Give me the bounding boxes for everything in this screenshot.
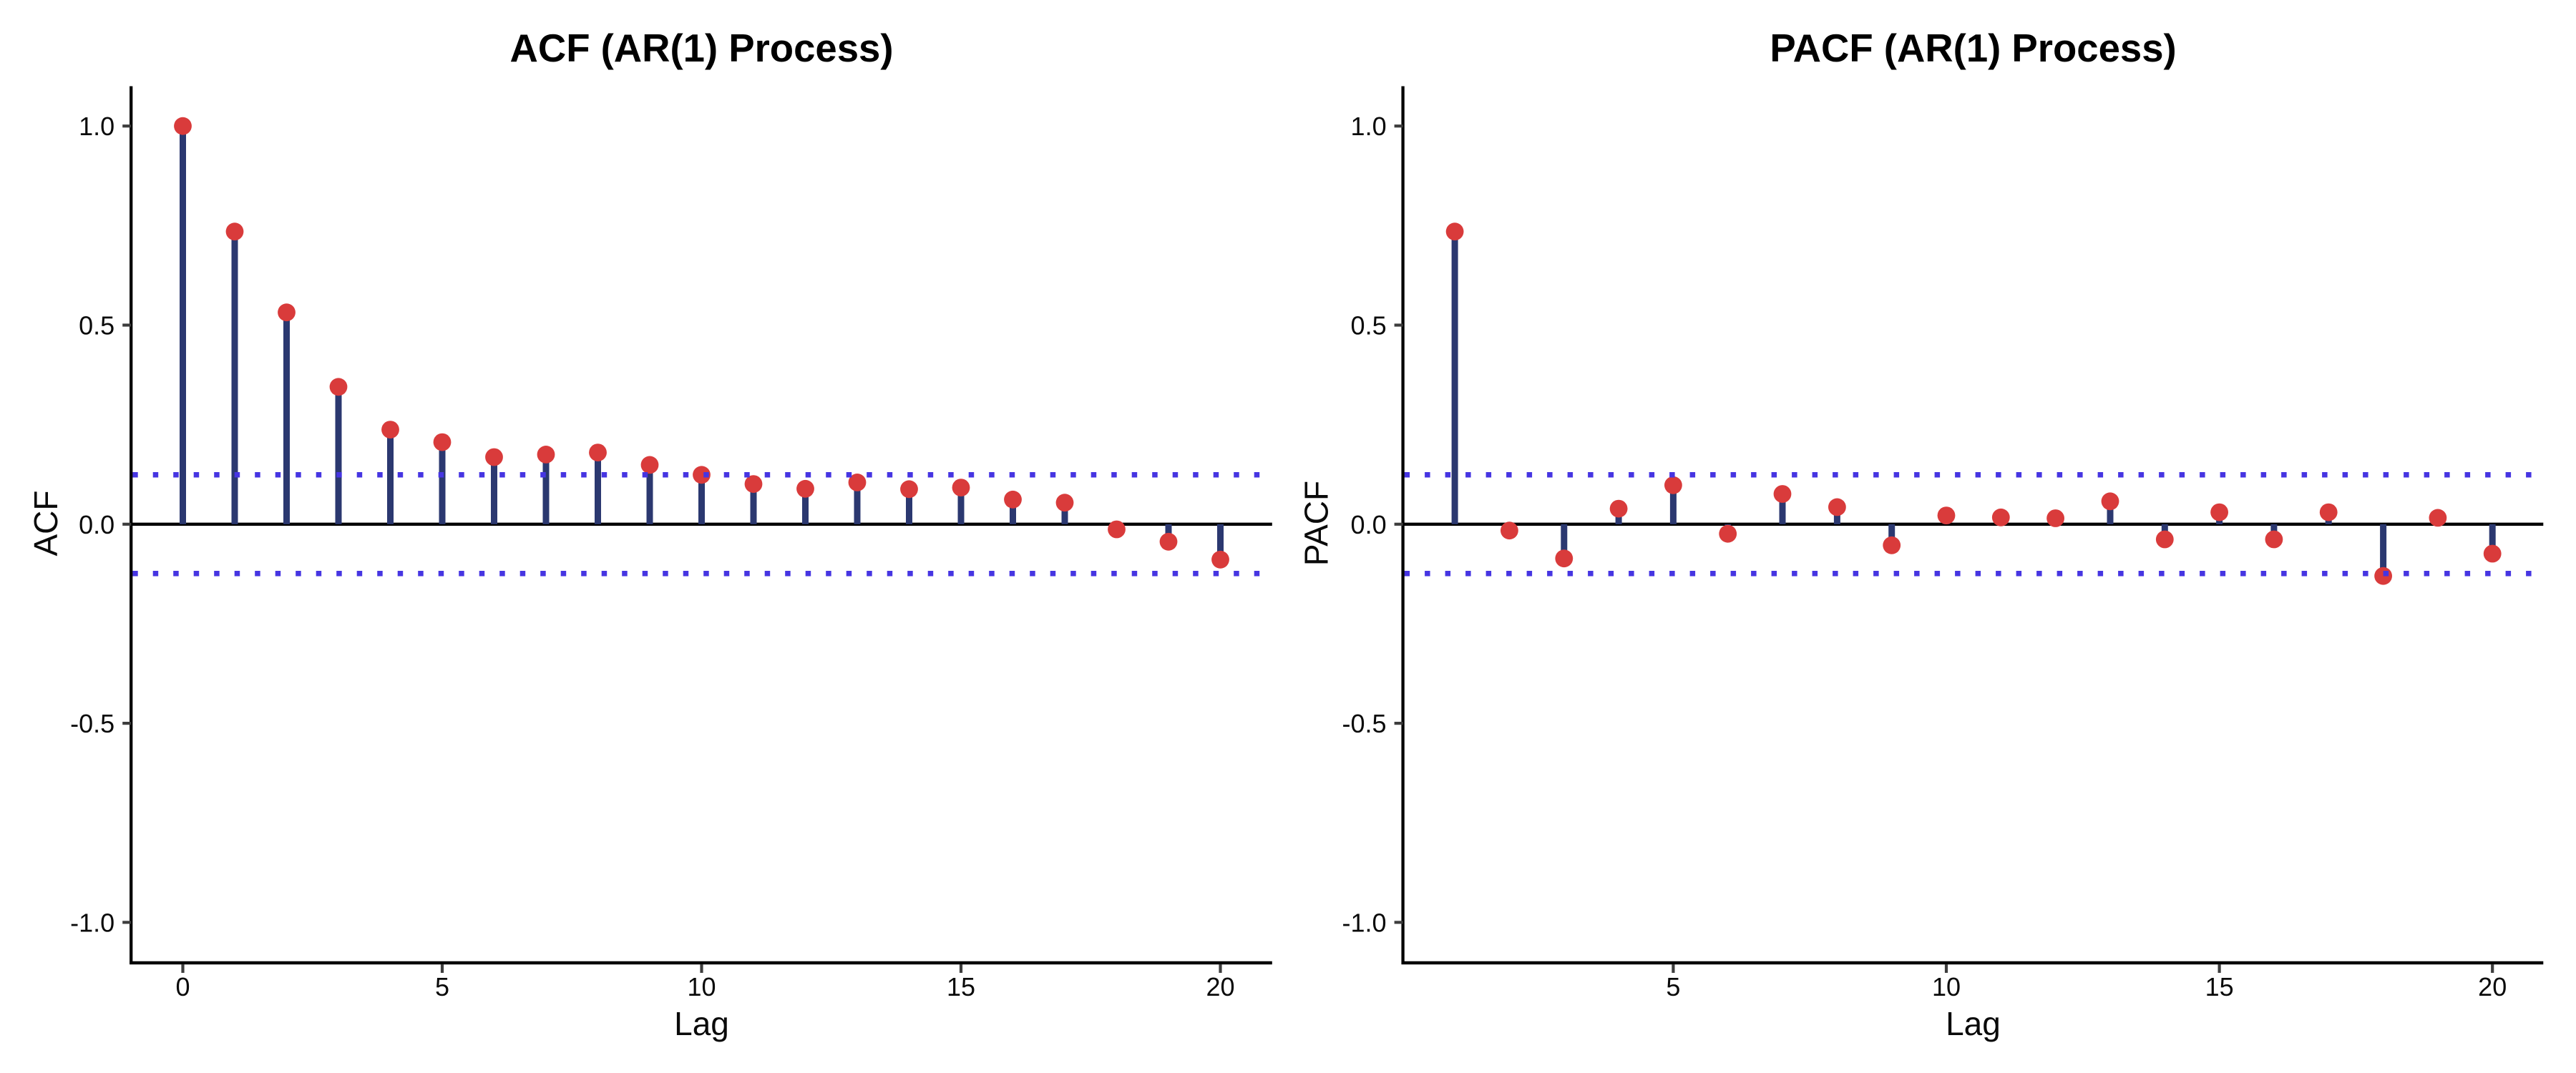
svg-text:-0.5: -0.5	[1342, 709, 1387, 738]
svg-text:15: 15	[947, 972, 975, 1001]
svg-text:0.0: 0.0	[1351, 510, 1387, 539]
svg-text:10: 10	[1932, 972, 1961, 1001]
svg-text:5: 5	[435, 972, 449, 1001]
svg-text:ACF (AR(1) Process): ACF (AR(1) Process)	[509, 26, 893, 70]
svg-text:0.5: 0.5	[79, 311, 114, 340]
svg-text:PACF (AR(1) Process): PACF (AR(1) Process)	[1770, 26, 2176, 70]
svg-text:10: 10	[687, 972, 716, 1001]
svg-text:-1.0: -1.0	[1342, 908, 1387, 937]
svg-text:0.0: 0.0	[79, 510, 114, 539]
svg-text:ACF: ACF	[27, 491, 64, 557]
svg-text:0.5: 0.5	[1351, 311, 1387, 340]
svg-text:5: 5	[1666, 972, 1680, 1001]
svg-text:0: 0	[175, 972, 190, 1001]
svg-text:20: 20	[1206, 972, 1234, 1001]
svg-text:-1.0: -1.0	[70, 908, 114, 937]
svg-text:PACF: PACF	[1298, 481, 1335, 566]
svg-text:20: 20	[2478, 972, 2507, 1001]
svg-text:-0.5: -0.5	[70, 709, 114, 738]
svg-text:15: 15	[2205, 972, 2234, 1001]
svg-text:Lag: Lag	[1946, 1005, 2001, 1042]
svg-text:Lag: Lag	[674, 1005, 729, 1042]
svg-text:1.0: 1.0	[1351, 112, 1387, 141]
svg-text:1.0: 1.0	[79, 112, 114, 141]
